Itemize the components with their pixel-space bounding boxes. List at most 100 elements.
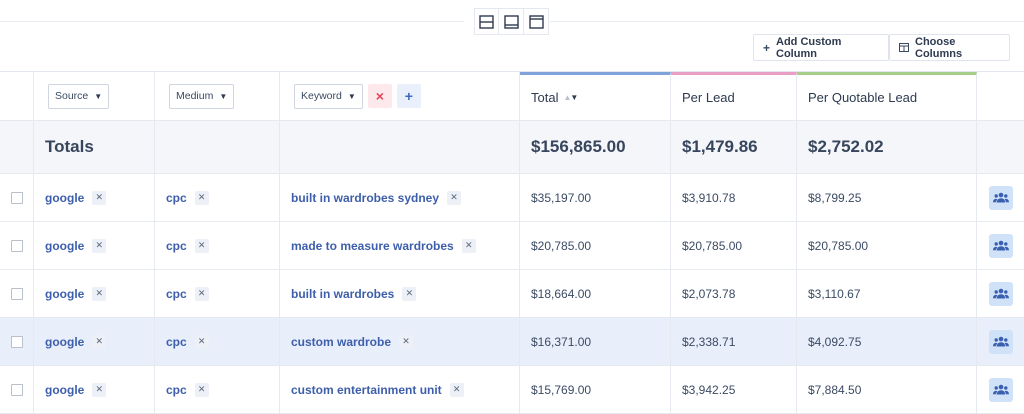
caret-down-icon: ▼ (219, 91, 228, 101)
per-lead-cell: $3,942.25 (671, 366, 797, 413)
medium-cell: cpc ✕ (155, 318, 280, 365)
plus-icon: + (404, 88, 413, 104)
people-icon (992, 288, 1009, 299)
keyword-value[interactable]: built in wardrobes sydney (291, 190, 440, 205)
per-lead-value: $3,910.78 (682, 190, 736, 205)
view-leads-button[interactable] (988, 377, 1013, 402)
medium-value[interactable]: cpc (166, 334, 187, 349)
people-icon (992, 384, 1009, 395)
source-value[interactable]: google (45, 334, 85, 349)
select-cell (0, 366, 34, 413)
actions-cell (977, 222, 1024, 269)
source-value[interactable]: google (45, 238, 85, 253)
add-dimension-button[interactable]: + (396, 84, 421, 108)
source-value[interactable]: google (45, 382, 85, 397)
view-leads-button[interactable] (988, 329, 1013, 354)
source-value[interactable]: google (45, 190, 85, 205)
header-total-cell[interactable]: Total ▲▼ (520, 72, 671, 120)
keyword-value[interactable]: built in wardrobes (291, 286, 395, 301)
people-icon (992, 192, 1009, 203)
keyword-dropdown[interactable]: Keyword ▼ (294, 83, 363, 109)
view-leads-button[interactable] (988, 233, 1013, 258)
per-quotable-lead-cell: $20,785.00 (797, 222, 977, 269)
header-per-quotable-lead-cell[interactable]: Per Quotable Lead (797, 72, 977, 120)
source-dropdown[interactable]: Source ▼ (48, 83, 110, 109)
per-quotable-lead-column-title: Per Quotable Lead (808, 90, 918, 105)
totals-label: Totals (45, 137, 94, 156)
row-checkbox[interactable] (10, 383, 23, 396)
totals-medium-cell (155, 121, 280, 173)
sort-icon[interactable]: ▲▼ (563, 93, 578, 102)
view-leads-button[interactable] (988, 185, 1013, 210)
add-custom-column-button[interactable]: + Add Custom Column (753, 34, 889, 61)
header-panel-icon[interactable] (524, 8, 549, 35)
per-quotable-lead-cell: $4,092.75 (797, 318, 977, 365)
remove-filter-icon[interactable]: ✕ (461, 238, 476, 253)
keyword-cell: custom wardrobe ✕ (280, 318, 520, 365)
remove-filter-icon[interactable]: ✕ (92, 238, 107, 253)
remove-filter-icon[interactable]: ✕ (194, 382, 209, 397)
medium-dropdown[interactable]: Medium ▼ (169, 83, 235, 109)
medium-value[interactable]: cpc (166, 382, 187, 397)
split-bottom-icon[interactable] (499, 8, 524, 35)
remove-filter-icon[interactable]: ✕ (402, 286, 417, 301)
header-per-lead-cell[interactable]: Per Lead (671, 72, 797, 120)
source-value[interactable]: google (45, 286, 85, 301)
keyword-cell: made to measure wardrobes ✕ (280, 222, 520, 269)
row-checkbox[interactable] (10, 191, 23, 204)
remove-filter-icon[interactable]: ✕ (194, 238, 209, 253)
table-row: google ✕ cpc ✕ built in wardrobes ✕ $18,… (0, 270, 1024, 318)
caret-down-icon: ▼ (94, 91, 103, 101)
remove-dimension-button[interactable]: × (367, 84, 392, 108)
keyword-value[interactable]: custom entertainment unit (291, 382, 442, 397)
remove-filter-icon[interactable]: ✕ (449, 382, 464, 397)
remove-filter-icon[interactable]: ✕ (194, 334, 209, 349)
per-lead-cell: $2,338.71 (671, 318, 797, 365)
header-select-cell (0, 72, 34, 120)
data-table: Source ▼ Medium ▼ Keyword ▼ × + Total ▲ (0, 71, 1024, 414)
remove-filter-icon[interactable]: ✕ (194, 286, 209, 301)
source-cell: google ✕ (34, 174, 155, 221)
keyword-value[interactable]: custom wardrobe (291, 334, 392, 349)
select-cell (0, 222, 34, 269)
source-cell: google ✕ (34, 222, 155, 269)
choose-columns-button[interactable]: Choose Columns (889, 34, 1010, 61)
remove-filter-icon[interactable]: ✕ (92, 286, 107, 301)
medium-value[interactable]: cpc (166, 286, 187, 301)
row-checkbox[interactable] (10, 287, 23, 300)
keyword-value[interactable]: made to measure wardrobes (291, 238, 454, 253)
split-top-icon[interactable] (474, 8, 499, 35)
remove-filter-icon[interactable]: ✕ (194, 190, 209, 205)
totals-per-quotable-lead-cell: $2,752.02 (797, 121, 977, 173)
row-checkbox[interactable] (10, 239, 23, 252)
per-quotable-lead-value: $7,884.50 (808, 382, 862, 397)
select-cell (0, 174, 34, 221)
medium-dropdown-label: Medium (176, 90, 214, 102)
medium-cell: cpc ✕ (155, 222, 280, 269)
source-cell: google ✕ (34, 318, 155, 365)
totals-per-lead-cell: $1,479.86 (671, 121, 797, 173)
medium-value[interactable]: cpc (166, 238, 187, 253)
keyword-cell: built in wardrobes sydney ✕ (280, 174, 520, 221)
totals-keyword-cell (280, 121, 520, 173)
remove-filter-icon[interactable]: ✕ (92, 382, 107, 397)
remove-filter-icon[interactable]: ✕ (92, 190, 107, 205)
table-body: google ✕ cpc ✕ built in wardrobes sydney… (0, 174, 1024, 414)
remove-filter-icon[interactable]: ✕ (399, 334, 414, 349)
per-quotable-lead-value: $20,785.00 (808, 238, 869, 253)
total-value: $16,371.00 (531, 334, 592, 349)
medium-value[interactable]: cpc (166, 190, 187, 205)
source-cell: google ✕ (34, 270, 155, 317)
remove-filter-icon[interactable]: ✕ (92, 334, 107, 349)
actions-cell (977, 270, 1024, 317)
totals-label-cell: Totals (34, 121, 155, 173)
table-row: google ✕ cpc ✕ made to measure wardrobes… (0, 222, 1024, 270)
header-keyword-cell: Keyword ▼ × + (280, 72, 520, 120)
totals-total-value: $156,865.00 (531, 137, 626, 156)
per-quotable-lead-value: $3,110.67 (808, 286, 861, 301)
header-source-cell: Source ▼ (34, 72, 155, 120)
totals-select-cell (0, 121, 34, 173)
view-leads-button[interactable] (988, 281, 1013, 306)
remove-filter-icon[interactable]: ✕ (447, 190, 462, 205)
row-checkbox[interactable] (10, 335, 23, 348)
